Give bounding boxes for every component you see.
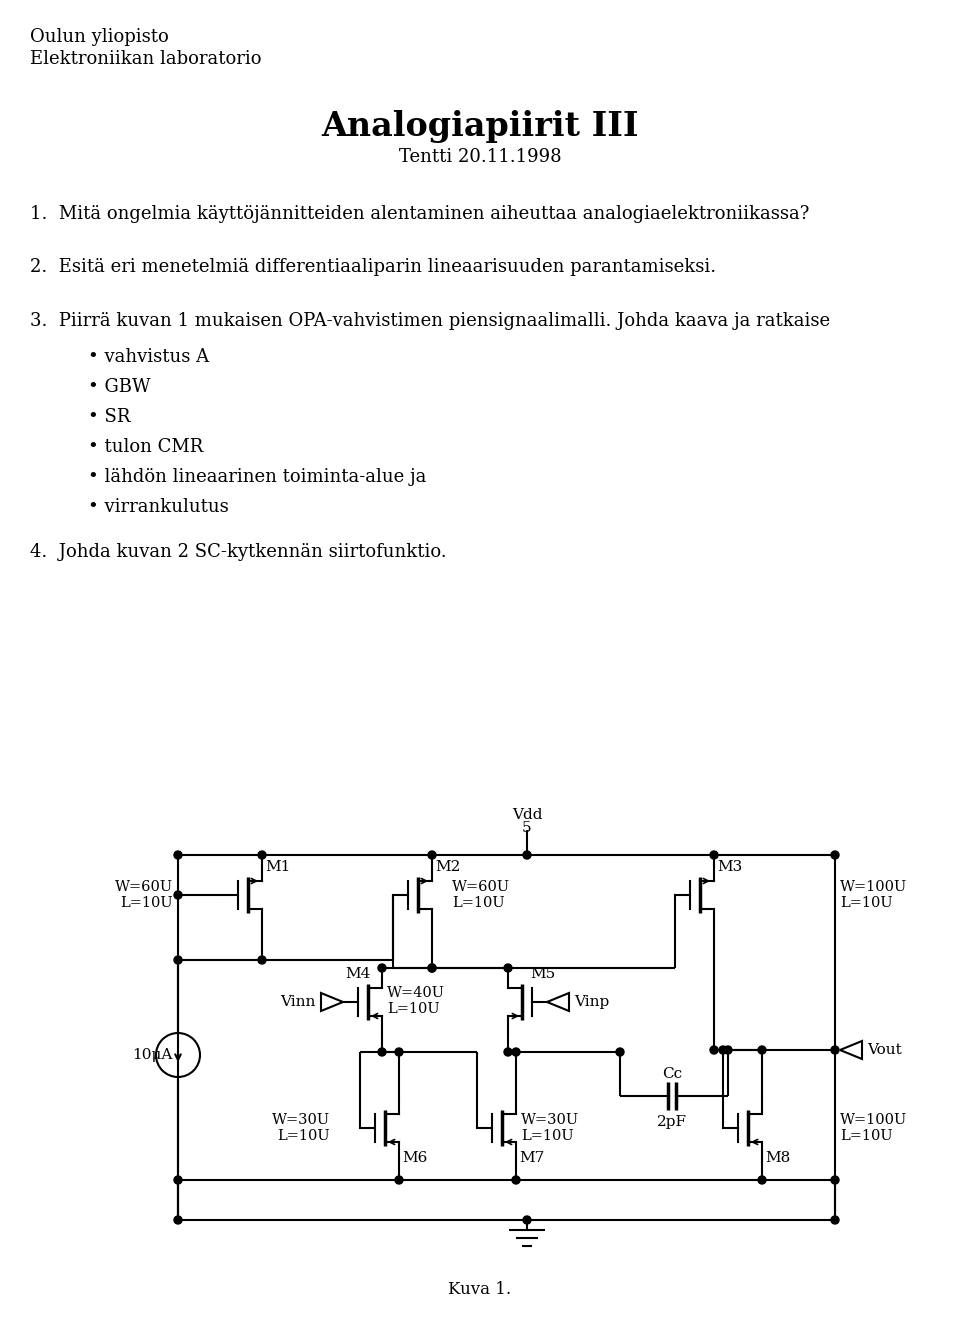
Text: M1: M1 [265, 860, 290, 874]
Circle shape [258, 955, 266, 963]
Circle shape [523, 851, 531, 859]
Circle shape [616, 1048, 624, 1056]
Circle shape [504, 1048, 512, 1056]
Circle shape [395, 1048, 403, 1056]
Text: • SR: • SR [88, 407, 131, 426]
Text: • lähdön lineaarinen toiminta-alue ja: • lähdön lineaarinen toiminta-alue ja [88, 468, 426, 486]
Circle shape [378, 963, 386, 971]
Text: Vinp: Vinp [574, 995, 610, 1009]
Circle shape [174, 851, 182, 859]
Text: M3: M3 [717, 860, 742, 874]
Circle shape [831, 1046, 839, 1054]
Circle shape [831, 1216, 839, 1223]
Text: L=10U: L=10U [387, 1002, 440, 1016]
Circle shape [758, 1176, 766, 1184]
Text: M6: M6 [402, 1151, 427, 1165]
Text: M7: M7 [519, 1151, 544, 1165]
Circle shape [174, 1216, 182, 1223]
Text: W=30U: W=30U [272, 1113, 330, 1127]
Text: Vinn: Vinn [280, 995, 316, 1009]
Circle shape [428, 963, 436, 971]
Text: M2: M2 [435, 860, 461, 874]
Text: L=10U: L=10U [120, 896, 173, 910]
Circle shape [378, 1048, 386, 1056]
Text: L=10U: L=10U [840, 1129, 893, 1143]
Circle shape [758, 1046, 766, 1054]
Circle shape [428, 963, 436, 971]
Text: Analogiapiirit III: Analogiapiirit III [322, 110, 638, 143]
Circle shape [174, 1176, 182, 1184]
Circle shape [831, 1176, 839, 1184]
Text: W=60U: W=60U [452, 880, 510, 894]
Text: • GBW: • GBW [88, 378, 151, 395]
Text: Oulun yliopisto: Oulun yliopisto [30, 28, 169, 46]
Text: W=100U: W=100U [840, 880, 907, 894]
Text: 1.  Mitä ongelmia käyttöjännitteiden alentaminen aiheuttaa analogiaelektroniikas: 1. Mitä ongelmia käyttöjännitteiden alen… [30, 204, 809, 223]
Text: L=10U: L=10U [452, 896, 505, 910]
Circle shape [174, 890, 182, 898]
Text: Tentti 20.11.1998: Tentti 20.11.1998 [398, 149, 562, 166]
Circle shape [523, 1216, 531, 1223]
Text: M4: M4 [346, 967, 371, 981]
Circle shape [512, 1048, 520, 1056]
Text: W=100U: W=100U [840, 1113, 907, 1127]
Text: Cc: Cc [662, 1067, 682, 1082]
Circle shape [258, 851, 266, 859]
Text: L=10U: L=10U [277, 1129, 330, 1143]
Text: • tulon CMR: • tulon CMR [88, 438, 204, 456]
Text: 4.  Johda kuvan 2 SC-kytkennän siirtofunktio.: 4. Johda kuvan 2 SC-kytkennän siirtofunk… [30, 543, 446, 561]
Text: W=30U: W=30U [521, 1113, 579, 1127]
Circle shape [174, 955, 182, 963]
Text: • virrankulutus: • virrankulutus [88, 498, 228, 516]
Circle shape [395, 1176, 403, 1184]
Text: M5: M5 [530, 967, 555, 981]
Text: 2.  Esitä eri menetelmiä differentiaaliparin lineaarisuuden parantamiseksi.: 2. Esitä eri menetelmiä differentiaalipa… [30, 257, 716, 276]
Circle shape [504, 963, 512, 971]
Text: Kuva 1.: Kuva 1. [448, 1282, 512, 1299]
Circle shape [710, 1046, 718, 1054]
Circle shape [710, 851, 718, 859]
Text: 3.  Piirrä kuvan 1 mukaisen OPA-vahvistimen piensignaalimalli. Johda kaava ja ra: 3. Piirrä kuvan 1 mukaisen OPA-vahvistim… [30, 312, 830, 330]
Text: L=10U: L=10U [521, 1129, 574, 1143]
Text: W=60U: W=60U [115, 880, 173, 894]
Text: Vdd: Vdd [512, 808, 542, 821]
Text: Elektroniikan laboratorio: Elektroniikan laboratorio [30, 50, 261, 68]
Circle shape [831, 851, 839, 859]
Text: 10μA: 10μA [132, 1048, 173, 1062]
Text: W=40U: W=40U [387, 986, 445, 1001]
Text: M8: M8 [765, 1151, 790, 1165]
Text: 2pF: 2pF [657, 1115, 687, 1129]
Text: • vahvistus A: • vahvistus A [88, 348, 209, 366]
Circle shape [724, 1046, 732, 1054]
Text: Vout: Vout [867, 1043, 901, 1058]
Text: 5: 5 [522, 821, 532, 835]
Text: L=10U: L=10U [840, 896, 893, 910]
Circle shape [719, 1046, 727, 1054]
Circle shape [428, 851, 436, 859]
Circle shape [512, 1176, 520, 1184]
